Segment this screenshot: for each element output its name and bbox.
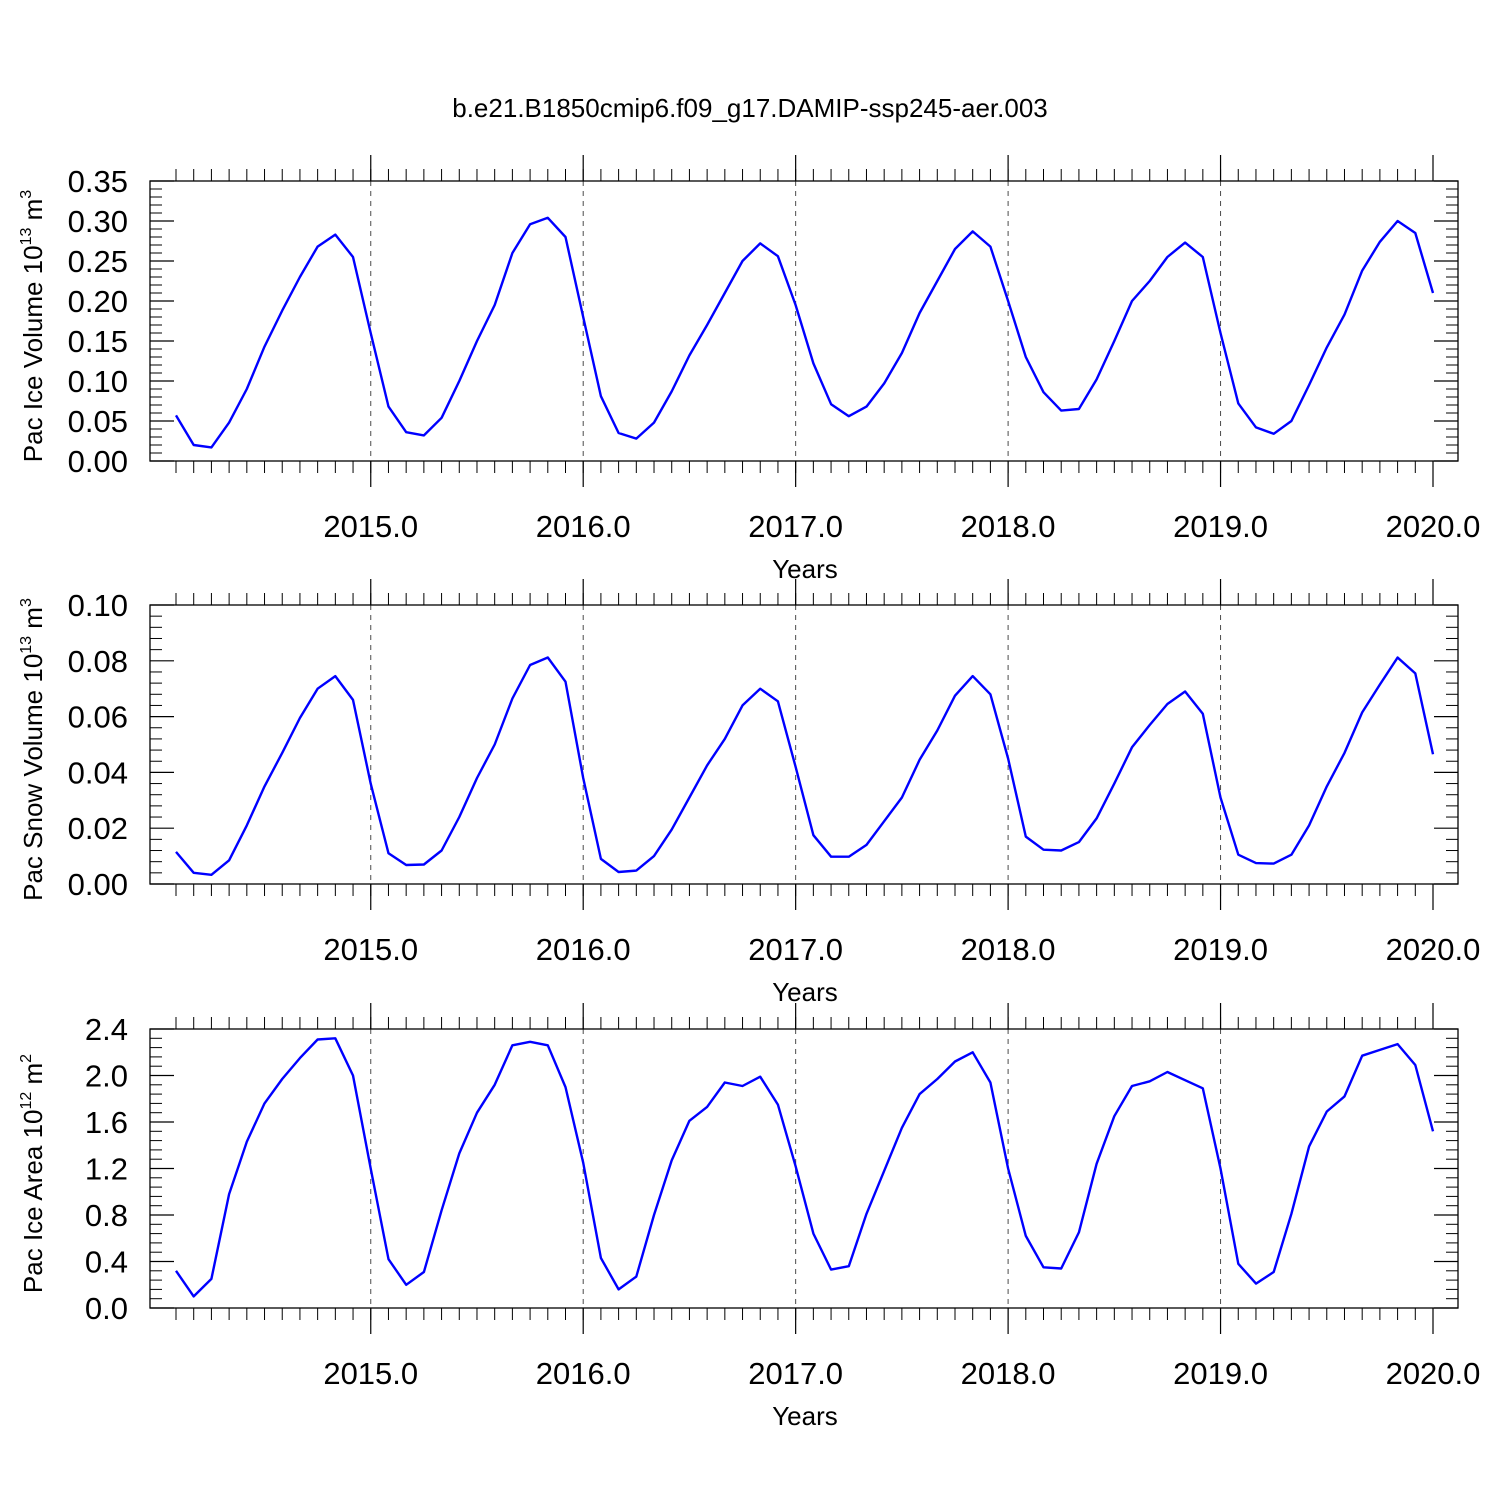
x-tick-label: 2019.0 [1173,932,1268,967]
y-tick-label: 0.8 [85,1198,128,1233]
y-tick-label: 0.30 [68,204,128,239]
y-axis-title-unit: m [18,199,48,228]
y-axis-title-unit: m [18,607,48,636]
y-tick-label: 0.00 [68,444,128,479]
x-tick-label: 2016.0 [536,509,631,544]
x-axis-title: Years [772,977,838,1007]
y-tick-label: 2.4 [85,1012,128,1047]
panel-3: 0.0 0.4 0.8 1.2 1.6 2.0 2.4 2015.0 2016.0 2017.0 2… [18,1003,1480,1431]
y-tick-label: 2.0 [85,1059,128,1094]
x-tick-label: 2017.0 [748,932,843,967]
y-axis-title: Pac Ice Area 1012 m2 [18,1054,48,1293]
y-axis-title-unit: m [18,1063,48,1092]
x-tick-label: 2020.0 [1386,1356,1481,1391]
plot-frame [149,1028,1459,1309]
x-axis-title: Years [772,554,838,584]
y-tick-label: 0.10 [68,364,128,399]
chart-title: b.e21.B1850cmip6.f09_g17.DAMIP-ssp245-ae… [452,93,1048,123]
panel-1: 0.00 0.05 0.10 0.15 0.20 0.25 0.30 0.35 2015.0 20… [18,155,1480,584]
x-tick-label: 2018.0 [961,932,1056,967]
panel-2: 0.00 0.02 0.04 0.06 0.08 0.10 2015.0 2016.0 2017… [18,579,1480,1007]
y-tick-label: 0.10 [68,588,128,623]
y-axis-title-unit-exponent: 3 [18,598,35,607]
x-tick-label: 2017.0 [748,509,843,544]
x-tick-label: 2020.0 [1386,932,1481,967]
y-axis-title-exponent: 12 [18,1092,35,1110]
x-tick-label: 2016.0 [536,1356,631,1391]
y-tick-label: 1.6 [85,1105,128,1140]
y-tick-label: 0.35 [68,164,128,199]
y-axis-title-unit-exponent: 2 [18,1054,35,1063]
x-tick-label: 2017.0 [748,1356,843,1391]
y-tick-label: 0.00 [68,867,128,902]
y-axis-title-exponent: 13 [18,636,35,654]
y-axis-title-text: Pac Ice Volume 10 [18,245,48,462]
series-line [175,1037,1435,1298]
x-tick-label: 2019.0 [1173,1356,1268,1391]
plot-frame [149,180,1459,462]
x-tick-label: 2016.0 [536,932,631,967]
plot-frame [149,604,1459,885]
y-tick-label: 0.4 [85,1245,128,1280]
y-tick-label: 0.05 [68,404,128,439]
x-axis-title: Years [772,1401,838,1431]
y-axis-title-unit-exponent: 3 [18,190,35,199]
series-line [175,656,1435,876]
x-tick-label: 2015.0 [323,1356,418,1391]
y-axis-title-text: Pac Snow Volume 10 [18,654,48,901]
x-tick-label: 2015.0 [323,509,418,544]
y-tick-label: 0.15 [68,324,128,359]
y-tick-label: 0.20 [68,284,128,319]
x-tick-label: 2015.0 [323,932,418,967]
y-axis-title-text: Pac Ice Area 10 [18,1110,48,1294]
y-axis-title: Pac Ice Volume 1013 m3 [18,190,48,463]
x-tick-label: 2018.0 [961,509,1056,544]
y-tick-label: 0.04 [68,755,128,790]
series-line [174,216,1435,449]
x-tick-label: 2019.0 [1173,509,1268,544]
y-axis-title: Pac Snow Volume 1013 m3 [18,598,48,901]
y-tick-label: 0.02 [68,811,128,846]
y-tick-label: 0.25 [68,244,128,279]
y-tick-label: 1.2 [85,1152,128,1187]
x-tick-label: 2020.0 [1386,509,1481,544]
y-tick-label: 0.0 [85,1291,128,1326]
y-tick-label: 0.08 [68,644,128,679]
y-tick-label: 0.06 [68,700,128,735]
y-axis-title-exponent: 13 [18,227,35,245]
x-tick-label: 2018.0 [961,1356,1056,1391]
